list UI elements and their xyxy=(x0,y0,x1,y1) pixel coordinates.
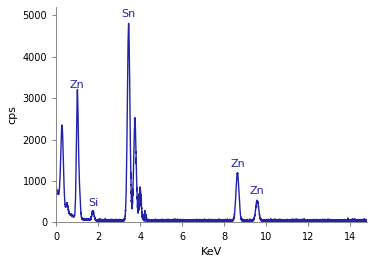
Text: Si: Si xyxy=(88,197,98,208)
X-axis label: KeV: KeV xyxy=(201,247,222,257)
Y-axis label: cps: cps xyxy=(7,105,17,124)
Text: Zn: Zn xyxy=(250,186,264,196)
Text: Zn: Zn xyxy=(70,80,85,90)
Text: Zn: Zn xyxy=(230,159,245,169)
Text: Sn: Sn xyxy=(122,10,136,19)
